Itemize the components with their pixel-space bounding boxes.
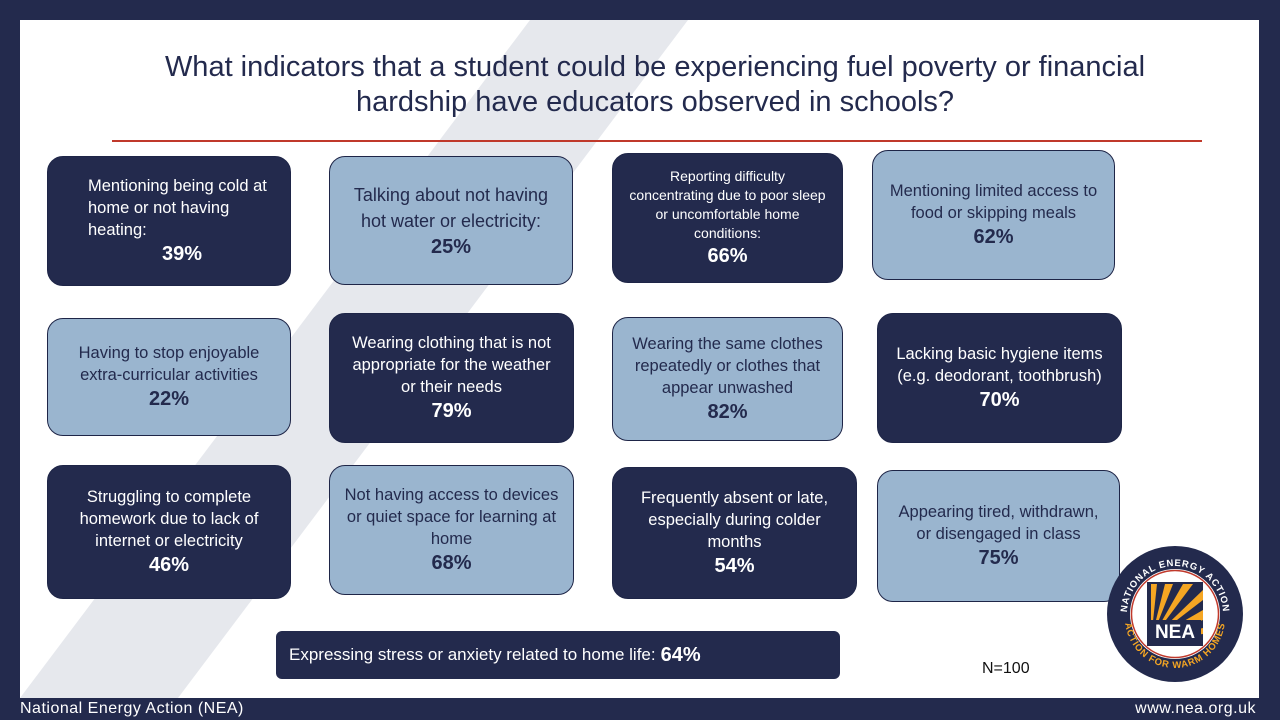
indicator-label: Wearing the same clothes repeatedly or c… [632, 335, 823, 397]
footer-website-link[interactable]: www.nea.org.uk [1135, 700, 1256, 717]
indicator-card: Mentioning limited access to food or ski… [872, 150, 1115, 280]
indicator-label: Not having access to devices or quiet sp… [344, 486, 559, 548]
footer-organization: National Energy Action (NEA) [20, 700, 244, 717]
indicator-value: 62% [973, 226, 1014, 248]
indicator-card: Frequently absent or late, especially du… [612, 467, 857, 599]
indicator-card: Wearing clothing that is not appropriate… [329, 313, 574, 443]
indicator-label: Struggling to complete homework due to l… [79, 488, 259, 550]
indicator-card: Reporting difficulty concentrating due t… [612, 153, 843, 283]
indicator-value: 39% [161, 243, 203, 265]
title-divider [112, 140, 1202, 142]
sample-size: N=100 [982, 660, 1030, 677]
indicator-value: 54% [714, 555, 755, 577]
indicator-value: 82% [707, 401, 748, 423]
indicator-label: Lacking basic hygiene items (e.g. deodor… [896, 345, 1103, 385]
stress-indicator-bar: Expressing stress or anxiety related to … [276, 631, 840, 679]
indicator-label: Reporting difficulty concentrating due t… [629, 168, 826, 241]
indicator-card: Wearing the same clothes repeatedly or c… [612, 317, 843, 441]
indicator-value: 75% [978, 547, 1019, 569]
indicator-card: Mentioning being cold at home or not hav… [47, 156, 291, 286]
logo-abbr: NEA [1155, 622, 1195, 643]
indicator-label: Mentioning being cold at home or not hav… [88, 177, 267, 239]
indicator-label: Wearing clothing that is not appropriate… [352, 334, 551, 396]
indicator-card: Lacking basic hygiene items (e.g. deodor… [877, 313, 1122, 443]
indicator-label: Frequently absent or late, especially du… [640, 489, 829, 551]
indicator-value: 22% [148, 388, 190, 410]
stress-value: 64% [660, 643, 701, 666]
stress-label: Expressing stress or anxiety related to … [289, 645, 656, 664]
indicator-value: 79% [431, 400, 472, 422]
indicator-card: Not having access to devices or quiet sp… [329, 465, 574, 595]
indicator-card: Having to stop enjoyable extra-curricula… [47, 318, 291, 436]
indicator-value: 68% [431, 552, 472, 574]
nea-logo: NATIONAL ENERGY ACTION ACTION FOR WARM H… [1107, 546, 1243, 682]
indicator-value: 46% [148, 554, 190, 576]
indicator-label: Mentioning limited access to food or ski… [889, 182, 1098, 222]
indicator-label: Talking about not having hot water or el… [353, 184, 549, 231]
page-title: What indicators that a student could be … [164, 51, 1146, 118]
indicator-value: 66% [707, 245, 748, 267]
indicator-value: 25% [430, 235, 472, 258]
indicator-card: Struggling to complete homework due to l… [47, 465, 291, 599]
indicator-label: Appearing tired, withdrawn, or disengage… [898, 503, 1099, 543]
indicator-value: 70% [979, 389, 1020, 411]
indicator-card: Appearing tired, withdrawn, or disengage… [877, 470, 1120, 602]
slide: What indicators that a student could be … [20, 20, 1259, 698]
indicator-card: Talking about not having hot water or el… [329, 156, 573, 285]
indicator-label: Having to stop enjoyable extra-curricula… [78, 344, 260, 384]
